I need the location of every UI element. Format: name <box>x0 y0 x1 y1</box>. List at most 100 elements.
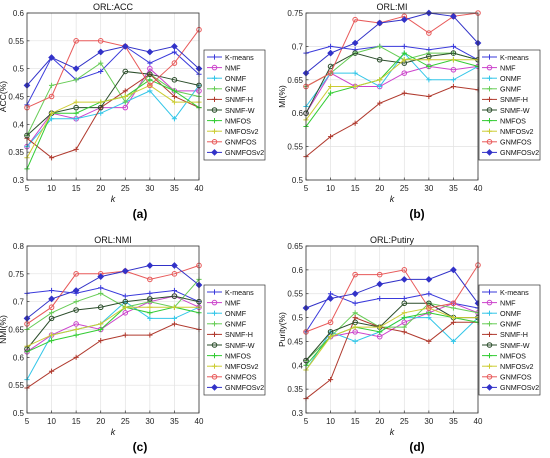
legend-label: NMFOS <box>225 351 251 360</box>
data-point <box>426 305 432 311</box>
legend-item-gnmfosv2: GNMFOSv2 <box>207 383 264 392</box>
x-tick-label: 25 <box>121 184 130 193</box>
series-line <box>26 265 200 325</box>
data-point <box>171 99 178 105</box>
legend-swatch-marker <box>211 86 218 92</box>
legend-item-gnmf: GNMF <box>482 85 522 94</box>
legend-item-snmf-h: SNMF-H <box>207 95 253 104</box>
data-point <box>327 377 334 383</box>
data-point <box>327 43 334 49</box>
data-point <box>147 71 153 78</box>
panel-acc-chart: 5 10 15 20 25 30 35 40 0.3 0.35 0.4 0.45 0.5 0.55 0.6 O… <box>0 2 266 204</box>
y-tick-label: 0.7 <box>13 298 25 307</box>
data-point <box>171 293 178 299</box>
data-point <box>401 43 407 49</box>
data-point <box>377 100 383 106</box>
plot-area <box>306 13 478 180</box>
panel-label-b: (b) <box>409 207 424 221</box>
legend-swatch-marker <box>486 363 493 369</box>
series-line <box>305 59 478 121</box>
series-line <box>305 293 479 333</box>
y-tick-label: 0.5 <box>13 65 25 74</box>
legend-item-nmfosv2: NMFOSv2 <box>207 127 259 136</box>
x-tick-label: 5 <box>25 417 30 426</box>
data-point <box>122 293 128 299</box>
series-line <box>305 45 479 61</box>
legend-swatch-marker <box>486 331 493 337</box>
data-point <box>426 77 432 83</box>
data-point <box>72 65 80 73</box>
data-point <box>171 60 178 66</box>
data-point <box>377 77 383 83</box>
chart-title: ORL:MI <box>376 2 407 12</box>
y-tick-label: 0.55 <box>287 290 303 299</box>
data-point <box>352 50 358 56</box>
y-tick-label: 0.65 <box>8 326 24 335</box>
data-point <box>377 83 383 90</box>
legend-label: K-means <box>225 53 254 62</box>
y-tick-label: 0.3 <box>13 176 25 185</box>
data-point <box>98 326 104 333</box>
legend-swatch-marker <box>486 118 493 124</box>
y-tick-label: 0.3 <box>292 409 304 418</box>
data-point <box>122 99 128 105</box>
legend-swatch-marker <box>211 64 218 71</box>
data-point <box>147 88 153 94</box>
data-point <box>426 57 432 63</box>
legend-item-k-means: K-means <box>207 288 254 297</box>
data-point <box>73 321 79 327</box>
chart-title: ORL:NMI <box>94 235 132 245</box>
data-point <box>73 38 79 44</box>
legend-item-k-means: K-means <box>207 53 254 62</box>
data-point <box>450 314 457 321</box>
panel-label-d: (d) <box>409 440 424 454</box>
panel-nmi-chart: 5 10 15 20 25 30 35 40 0.5 0.55 0.6 0.65 0.7 0.75 0.8 O… <box>0 235 266 437</box>
data-point <box>48 110 55 116</box>
series-line <box>305 52 479 127</box>
legend-item-nmfos: NMFOS <box>482 351 526 360</box>
legend-item-nmf: NMF <box>482 298 516 307</box>
series-line <box>26 323 200 389</box>
data-point <box>327 83 334 90</box>
x-tick-label: 15 <box>72 184 81 193</box>
data-point <box>147 315 153 321</box>
y-tick-label: 0.8 <box>13 242 25 251</box>
legend-item-snmf-h: SNMF-H <box>482 330 528 339</box>
legend-label: NMFOSv2 <box>500 362 534 371</box>
legend-label: NMF <box>500 298 516 307</box>
data-point <box>426 30 432 36</box>
data-point <box>450 66 457 73</box>
legend-label: SNMF-W <box>225 106 255 115</box>
legend-label: GNMFOSv2 <box>225 383 264 392</box>
series-nmfosv2 <box>303 305 481 373</box>
panel-label-a: (a) <box>133 207 148 221</box>
data-point <box>352 271 358 278</box>
series-line <box>26 287 200 303</box>
data-point <box>401 329 407 335</box>
data-point <box>147 332 153 338</box>
legend-swatch-marker <box>211 310 218 316</box>
data-point <box>97 273 105 280</box>
series-line <box>26 85 200 147</box>
legend-item-gnmf: GNMF <box>207 320 247 329</box>
data-point <box>48 93 55 100</box>
legend-swatch-marker <box>486 54 493 60</box>
legend-item-gnmf: GNMF <box>482 320 522 329</box>
data-point <box>450 319 457 325</box>
data-point <box>401 300 408 307</box>
x-tick-label: 35 <box>449 184 458 193</box>
legend-label: NMFOSv2 <box>500 127 534 136</box>
data-point <box>122 304 128 310</box>
data-point <box>73 77 79 83</box>
data-point <box>450 305 457 311</box>
data-point <box>426 338 432 345</box>
data-point <box>98 110 104 116</box>
legend-label: ONMF <box>225 74 247 83</box>
data-point <box>122 310 129 316</box>
x-tick-label: 25 <box>400 184 409 193</box>
data-point <box>48 304 55 311</box>
legend-label: K-means <box>500 53 529 62</box>
legend-swatch-marker <box>211 149 218 156</box>
data-point <box>327 133 334 140</box>
data-point <box>171 271 178 277</box>
